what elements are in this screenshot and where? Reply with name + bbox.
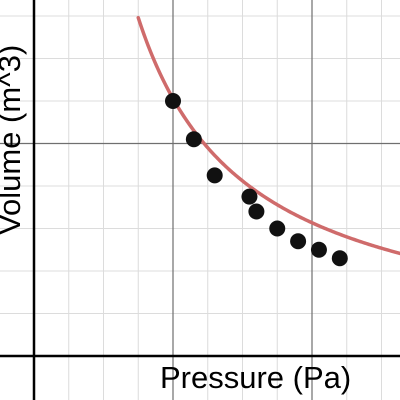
data-point	[290, 233, 307, 250]
data-point	[185, 131, 202, 148]
data-point	[248, 203, 265, 220]
x-axis-label: Pressure (Pa)	[160, 360, 351, 395]
data-points	[165, 93, 348, 267]
data-point	[241, 188, 258, 205]
data-point	[269, 220, 286, 237]
data-point	[206, 167, 223, 184]
data-point	[310, 241, 327, 258]
fit-curve	[136, 15, 400, 256]
data-point	[331, 250, 348, 267]
data-point	[165, 93, 181, 109]
y-axis-label: Volume (m^3)	[0, 45, 27, 235]
